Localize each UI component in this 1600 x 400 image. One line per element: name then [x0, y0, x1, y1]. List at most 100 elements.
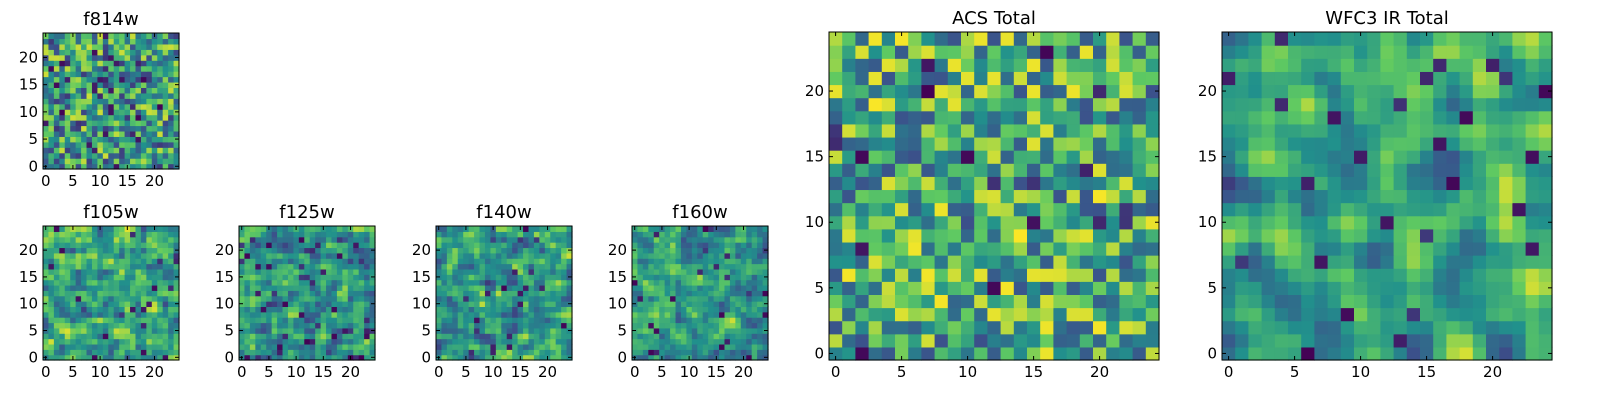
heatmap-cell	[130, 268, 137, 275]
heatmap-cell	[151, 147, 158, 154]
heatmap-cell	[1106, 333, 1120, 348]
heatmap-cell	[561, 295, 568, 302]
heatmap-cell	[271, 343, 278, 350]
heatmap-cell	[64, 231, 71, 238]
heatmap-cell	[162, 349, 169, 356]
heatmap-cell	[842, 333, 856, 348]
heatmap-cell	[446, 279, 453, 286]
heatmap-cell	[97, 311, 104, 318]
heatmap-cell	[298, 322, 305, 329]
heatmap-cell	[326, 236, 333, 243]
heatmap-cell	[81, 258, 88, 265]
heatmap-cell	[702, 306, 709, 313]
heatmap-cells	[632, 226, 769, 361]
heatmap-cell	[309, 311, 316, 318]
heatmap-cell	[670, 263, 677, 270]
heatmap-cell	[881, 84, 896, 99]
heatmap-cell	[468, 236, 475, 243]
heatmap-cell	[1079, 333, 1094, 348]
heatmap-cell	[146, 141, 153, 148]
heatmap-cell	[1459, 228, 1474, 243]
heatmap-cell	[523, 226, 530, 232]
heatmap-cell	[364, 317, 371, 324]
heatmap-cell	[881, 307, 896, 322]
heatmap-cell	[102, 163, 109, 170]
heatmap-cell	[550, 247, 557, 254]
heatmap-cell	[369, 322, 376, 329]
heatmap-cell	[523, 268, 530, 275]
heatmap-cell	[113, 242, 120, 249]
heatmap-cell	[336, 236, 343, 243]
heatmap-cell	[130, 317, 137, 324]
heatmap-cell	[119, 311, 126, 318]
heatmap-cell	[670, 301, 677, 307]
heatmap-cell	[1248, 71, 1263, 86]
heatmap-cell	[97, 338, 104, 345]
heatmap-cell	[353, 263, 360, 270]
heatmap-cell	[881, 176, 896, 191]
heatmap-cell	[1027, 97, 1041, 112]
heatmap-cell	[1222, 320, 1236, 335]
heatmap-cell	[566, 306, 573, 313]
heatmap-cell	[102, 279, 109, 286]
heatmap-cell	[146, 295, 153, 302]
heatmap-cell	[168, 158, 175, 165]
heatmap-cell	[249, 322, 256, 329]
heatmap-cell	[735, 343, 742, 350]
heatmap-cell	[130, 279, 137, 286]
heatmap-cell	[1433, 215, 1447, 230]
heatmap-cell	[168, 327, 175, 334]
heatmap-cell	[81, 252, 88, 259]
heatmap-cell	[1406, 294, 1421, 309]
heatmap-cell	[735, 258, 742, 265]
heatmap-cell	[353, 279, 360, 286]
heatmap-cell	[298, 327, 305, 334]
heatmap-cell	[539, 343, 546, 350]
heatmap-cell	[331, 247, 338, 254]
heatmap-cell	[1288, 176, 1302, 191]
heatmap-cell	[659, 274, 666, 281]
heatmap-cell	[277, 247, 284, 254]
heatmap-cell	[70, 147, 77, 154]
heatmap-cell	[260, 301, 267, 307]
heatmap-cell	[637, 252, 644, 259]
heatmap-cell	[446, 290, 453, 297]
heatmap-cell	[146, 258, 153, 265]
heatmap-cell	[271, 349, 278, 356]
heatmap-cell	[130, 125, 137, 132]
heatmap-cell	[1301, 150, 1315, 164]
heatmap-cell	[342, 274, 349, 281]
heatmap-cell	[506, 306, 513, 313]
heatmap-cell	[637, 301, 644, 307]
heatmap-cell	[1367, 202, 1381, 217]
heatmap-cell	[1525, 255, 1540, 269]
heatmap-cell	[1367, 97, 1381, 112]
heatmap-cell	[91, 54, 98, 61]
heatmap-cell	[751, 306, 758, 313]
heatmap-cell	[86, 322, 93, 329]
heatmap-cell	[277, 322, 284, 329]
heatmap-cell	[53, 343, 60, 350]
heatmap-cell	[1354, 294, 1368, 309]
heatmap-cell	[119, 130, 126, 137]
heatmap-cell	[691, 290, 698, 297]
heatmap-cell	[135, 136, 142, 143]
heatmap-cell	[1132, 123, 1147, 138]
heatmap-cell	[908, 45, 922, 59]
heatmap-cell	[436, 322, 443, 329]
heatmap-cell	[282, 327, 289, 334]
heatmap-cell	[1340, 268, 1355, 282]
heatmap-cell	[135, 38, 142, 45]
heatmap-cell	[1119, 202, 1134, 217]
heatmap-cell	[686, 317, 693, 324]
heatmap-cell	[64, 152, 71, 159]
heatmap-cell	[43, 295, 50, 302]
heatmap-cell	[70, 158, 77, 165]
heatmap-cell	[1367, 71, 1381, 86]
heatmap-cell	[680, 236, 687, 243]
heatmap-cell	[762, 263, 769, 270]
heatmap-cell	[347, 236, 354, 243]
heatmap-cell	[659, 295, 666, 302]
heatmap-cell	[1538, 215, 1553, 230]
heatmap-cell	[1393, 123, 1408, 138]
